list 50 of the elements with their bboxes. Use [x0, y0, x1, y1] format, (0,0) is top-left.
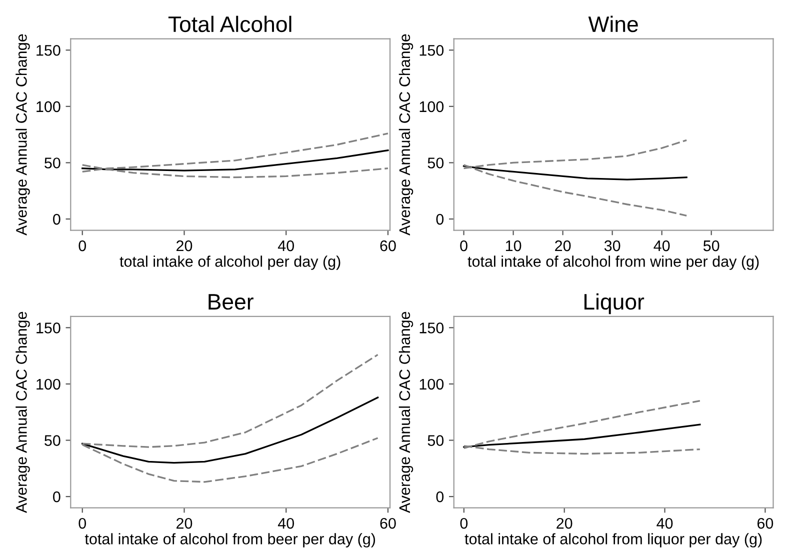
- y-tick-label: 150: [36, 44, 60, 56]
- x-tick-label: 20: [556, 518, 572, 529]
- line-series: [462, 165, 688, 180]
- y-tick-label: 50: [44, 435, 60, 446]
- chart-title: Beer: [208, 294, 254, 310]
- y-tick-label: 0: [436, 214, 444, 225]
- x-tick-label: 0: [78, 518, 86, 529]
- x-tick-label: 0: [460, 240, 468, 252]
- y-tick-label: 100: [36, 378, 60, 390]
- y-axis-title: Average Annual CAC Change: [398, 34, 414, 236]
- x-tick-label: 60: [380, 518, 396, 529]
- y-tick-label: 100: [36, 101, 60, 112]
- x-tick-label: 20: [555, 240, 571, 252]
- y-tick-label: 0: [436, 491, 444, 502]
- x-tick-label: 50: [703, 240, 720, 252]
- x-tick-label: 20: [176, 240, 192, 252]
- y-tick-label: 150: [420, 322, 444, 334]
- y-axis-title: Average Annual CAC Change: [16, 312, 30, 514]
- x-axis-title: total intake of alcohol from wine per day (g): [468, 256, 759, 270]
- chart-title: Liquor: [584, 293, 644, 314]
- x-tick-label: 40: [656, 518, 673, 529]
- x-tick-label: 0: [78, 240, 86, 252]
- y-tick-label: 100: [420, 378, 444, 390]
- y-tick-label: 0: [53, 491, 60, 502]
- x-axis-title: total intake of alcohol from liquor per day (g): [464, 533, 762, 548]
- y-tick-label: 50: [428, 158, 444, 168]
- line-series: [82, 149, 389, 172]
- y-tick-label: 50: [428, 435, 444, 446]
- y-tick-label: 150: [36, 322, 60, 334]
- x-tick-label: 40: [278, 518, 294, 529]
- x-tick-label: 0: [460, 518, 468, 529]
- x-tick-label: 30: [604, 240, 620, 252]
- y-tick-label: 0: [53, 214, 60, 225]
- x-tick-label: 60: [380, 240, 396, 252]
- y-axis-title: Average Annual CAC Change: [398, 312, 414, 514]
- x-tick-label: 60: [757, 518, 774, 529]
- x-tick-label: 40: [654, 240, 670, 252]
- y-tick-label: 150: [420, 44, 444, 56]
- line-series: [82, 396, 379, 464]
- chart-title: Total Alcohol: [168, 16, 292, 32]
- y-tick-label: 50: [44, 158, 60, 168]
- x-axis-title: total intake of alcohol per day (g): [120, 256, 340, 270]
- y-axis-title: Average Annual CAC Change: [16, 34, 30, 236]
- y-tick-label: 100: [420, 101, 444, 112]
- x-axis-title: total intake of alcohol from beer per day (g): [84, 533, 376, 548]
- line-series: [463, 424, 701, 448]
- chart-title: Wine: [588, 16, 638, 32]
- x-tick-label: 10: [506, 240, 522, 252]
- x-tick-label: 20: [176, 518, 192, 529]
- x-tick-label: 40: [278, 240, 294, 252]
